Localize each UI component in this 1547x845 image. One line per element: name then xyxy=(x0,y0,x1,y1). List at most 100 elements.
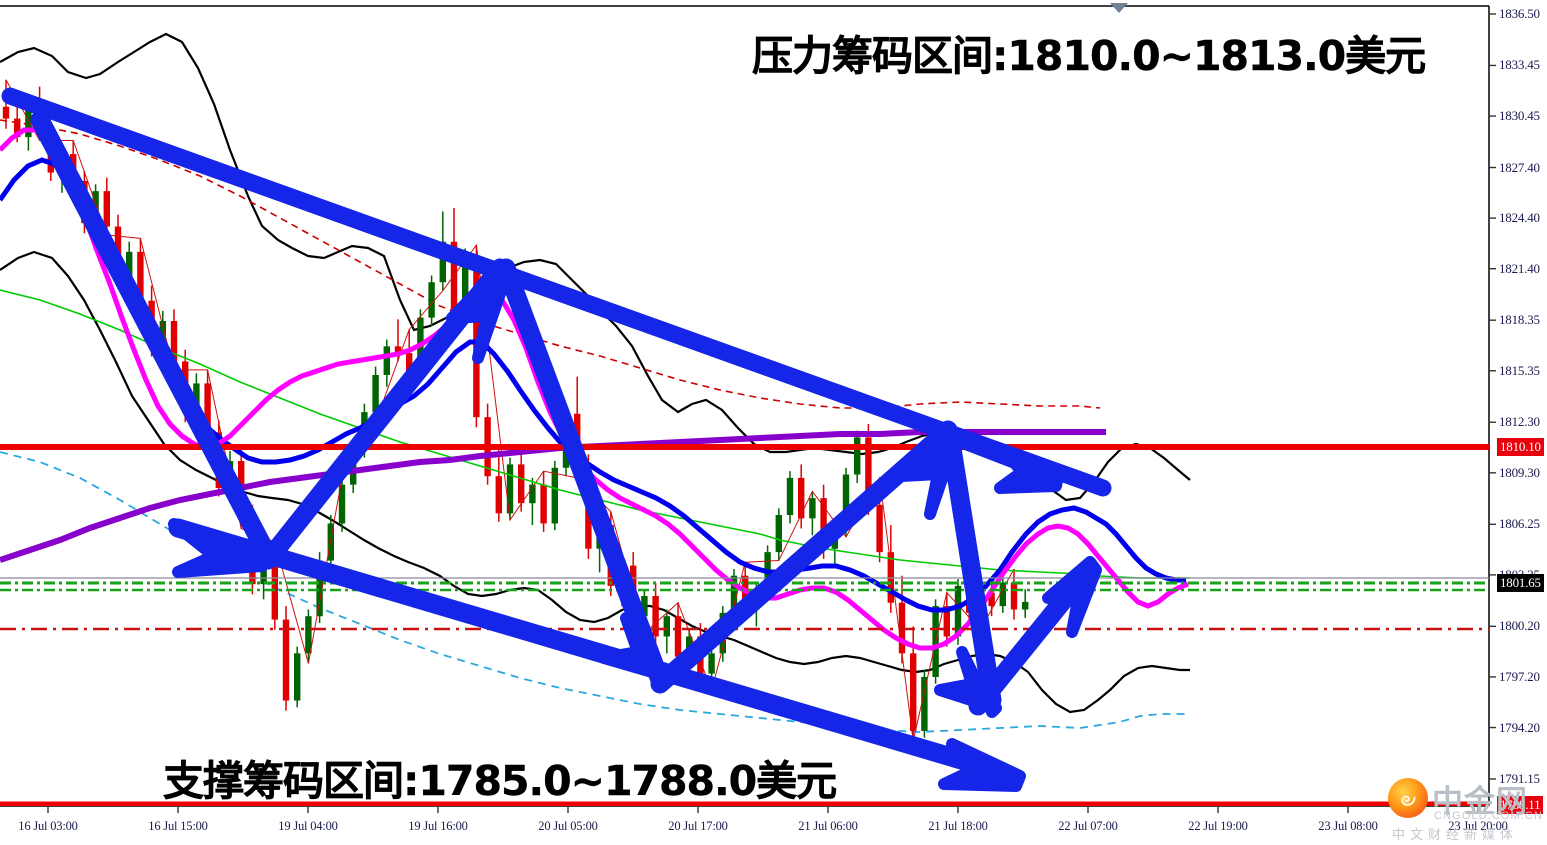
candle-body-bullish xyxy=(294,653,301,701)
candle-body-bullish xyxy=(506,464,514,514)
chart-cursor-marker xyxy=(1110,3,1128,13)
x-axis-label: 16 Jul 03:00 xyxy=(18,819,78,833)
candle-body-bullish xyxy=(159,321,166,347)
resistance-zone-annotation: 压力筹码区间:1810.0~1813.0美元 xyxy=(752,32,1427,80)
y-axis-label: 1824.40 xyxy=(1499,210,1540,226)
y-axis-label: 1812.30 xyxy=(1499,414,1540,430)
x-axis-label: 21 Jul 06:00 xyxy=(798,819,858,833)
cngold-logo-icon xyxy=(1388,778,1428,818)
candle-body-bullish xyxy=(372,374,379,413)
candle-body-bullish xyxy=(842,474,850,529)
x-axis-label: 20 Jul 17:00 xyxy=(668,819,728,833)
candle-body-bullish xyxy=(921,676,928,731)
candle-body-bearish xyxy=(652,595,659,637)
x-axis-label: 16 Jul 15:00 xyxy=(148,819,208,833)
candle-body-bearish xyxy=(988,592,995,607)
arrow-down-leg-3 xyxy=(934,426,1002,718)
candle-body-bearish xyxy=(282,619,290,701)
candle-body-bullish xyxy=(775,515,782,553)
candle-body-bearish xyxy=(170,321,178,362)
candle-body-bearish xyxy=(450,241,458,311)
candle-body-bullish xyxy=(663,616,670,637)
candle-body-bearish xyxy=(103,191,110,227)
annotation-arrows xyxy=(1,87,1112,792)
candle-body-bearish xyxy=(1010,582,1018,610)
y-axis-label: 1830.45 xyxy=(1499,108,1540,124)
candle-body-bearish xyxy=(518,464,525,504)
candle-body-bearish xyxy=(204,383,211,433)
candle-body-bearish xyxy=(798,477,805,519)
x-axis-label: 20 Jul 05:00 xyxy=(538,819,598,833)
candle-body-bullish xyxy=(305,616,312,654)
candle-body-bullish xyxy=(428,282,435,318)
watermark-brand-cn: 中金网 xyxy=(1432,784,1528,820)
candle-body-bearish xyxy=(674,616,682,657)
candle-body-bullish xyxy=(529,484,536,504)
x-axis-label: 23 Jul 08:00 xyxy=(1318,819,1378,833)
candle-body-bullish xyxy=(786,477,794,516)
x-axis-label: 21 Jul 18:00 xyxy=(928,819,988,833)
y-axis-label: 1791.15 xyxy=(1499,771,1540,786)
support-zone-annotation: 支撑筹码区间:1785.0~1788.0美元 xyxy=(163,757,838,805)
arrow-down-to-resistance xyxy=(934,422,1064,494)
x-axis-label: 19 Jul 16:00 xyxy=(408,819,468,833)
candle-body-bullish xyxy=(999,582,1006,607)
arrow-downtrend-lower-channel xyxy=(168,518,1026,792)
candle-body-bearish xyxy=(406,353,413,374)
candle-body-bullish xyxy=(730,575,738,613)
x-axis-label: 22 Jul 19:00 xyxy=(1188,819,1248,833)
y-axis-label: 1794.20 xyxy=(1499,719,1540,735)
candle-body-bullish xyxy=(954,585,962,637)
watermark: 中金网 CNGOLD.COM.CN 中文财经新媒体 xyxy=(1388,776,1544,843)
candle-body-bearish xyxy=(271,555,278,620)
x-axis-label: 19 Jul 04:00 xyxy=(278,819,338,833)
swirl-icon xyxy=(1401,795,1416,806)
y-axis-label: 1800.20 xyxy=(1499,618,1540,634)
y-axis-label: 1836.50 xyxy=(1499,6,1540,21)
candle-body-bearish xyxy=(876,504,883,553)
y-axis-label: 1833.45 xyxy=(1499,57,1540,73)
y-axis-label: 1818.35 xyxy=(1499,312,1540,328)
candle-body-bullish xyxy=(338,484,346,524)
candle-body-bullish xyxy=(809,498,816,519)
candle-body-bullish xyxy=(462,256,469,311)
candle-body-bullish xyxy=(193,383,200,413)
candle-body-bearish xyxy=(820,498,827,549)
support-line-price: 1788.11 xyxy=(1497,796,1544,814)
arrow-downtrend-upper-channel xyxy=(1,87,1112,497)
ma-long-purple xyxy=(0,429,1106,563)
last-price: 1801.65 xyxy=(1497,574,1544,592)
candle-body-bearish xyxy=(137,251,144,301)
watermark-tagline: 中文财经新媒体 xyxy=(1392,828,1519,843)
candle-body-bearish xyxy=(943,606,950,637)
y-axis-label: 1815.35 xyxy=(1499,362,1540,378)
candle-body-bullish xyxy=(641,595,648,617)
candle-body-bullish xyxy=(551,467,558,524)
arrow-up-leg-1 xyxy=(258,258,512,570)
y-axis-ticks xyxy=(1489,13,1496,780)
x-axis-ticks xyxy=(47,806,1479,813)
envelope-upper-dashed xyxy=(0,119,1101,409)
y-axis-label: 1821.40 xyxy=(1499,260,1540,276)
candle-body-bearish xyxy=(2,106,10,119)
x-axis-label: 23 Jul 20:00 xyxy=(1448,819,1508,833)
watermark-brand-en: CNGOLD.COM.CN xyxy=(1434,810,1544,822)
candle-body-bearish xyxy=(394,346,402,354)
candle-body-bullish xyxy=(316,560,323,617)
y-axis-label: 1809.30 xyxy=(1499,464,1540,480)
candle-body-bullish xyxy=(126,251,133,279)
candle-body-bearish xyxy=(495,476,502,514)
y-axis-label: 1797.20 xyxy=(1499,668,1540,684)
resistance-line-price: 1810.10 xyxy=(1497,438,1544,456)
candle-body-bullish xyxy=(1022,601,1029,610)
candle-body-bullish xyxy=(854,437,861,475)
candle-body-bearish xyxy=(910,653,917,731)
y-axis-label: 1827.40 xyxy=(1499,159,1540,175)
x-axis-label: 22 Jul 07:00 xyxy=(1058,819,1118,833)
candle-body-bullish xyxy=(383,346,390,375)
candle-body-bearish xyxy=(865,437,872,505)
candle-body-bearish xyxy=(540,484,547,524)
y-axis-label: 1806.25 xyxy=(1499,516,1540,532)
